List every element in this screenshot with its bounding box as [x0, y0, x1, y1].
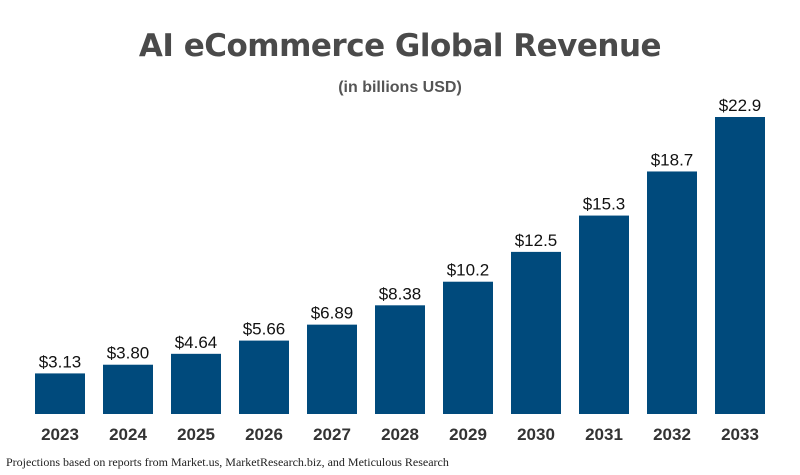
value-label-2030: $12.5	[515, 231, 558, 250]
chart-title: AI eCommerce Global Revenue	[138, 28, 662, 64]
x-tick-label-2026: 2026	[245, 425, 283, 444]
x-tick-label-2033: 2033	[721, 425, 759, 444]
x-tick-label-2031: 2031	[585, 425, 623, 444]
value-label-2027: $6.89	[311, 304, 354, 323]
x-tick-label-2030: 2030	[517, 425, 555, 444]
value-labels-group: $3.13 $3.80 $4.64 $5.66 $6.89 $8.38 $10.2 $12.5…	[39, 96, 762, 371]
bar-2026	[239, 340, 289, 414]
bar-2028	[375, 305, 425, 414]
bar-2030	[511, 251, 561, 414]
bar-2032	[647, 171, 697, 414]
x-tick-label-2024: 2024	[109, 425, 147, 444]
value-label-2031: $15.3	[583, 195, 626, 214]
value-label-2023: $3.13	[39, 352, 82, 371]
chart-subtitle: (in billions USD)	[338, 79, 462, 96]
value-label-2029: $10.2	[447, 261, 490, 280]
bars-group	[35, 117, 765, 414]
bar-2031	[579, 215, 629, 414]
bar-2024	[103, 364, 153, 414]
value-label-2025: $4.64	[175, 333, 218, 352]
source-footnote: Projections based on reports from Market…	[6, 455, 449, 469]
x-tick-label-2029: 2029	[449, 425, 487, 444]
x-tick-label-2025: 2025	[177, 425, 215, 444]
bar-2029	[443, 281, 493, 414]
bar-2025	[171, 353, 221, 414]
bar-2027	[307, 324, 357, 414]
x-tick-label-2023: 2023	[41, 425, 79, 444]
bar-2023	[35, 373, 85, 414]
x-tick-label-2027: 2027	[313, 425, 351, 444]
x-tick-label-2032: 2032	[653, 425, 691, 444]
value-label-2026: $5.66	[243, 320, 286, 339]
bar-2033	[715, 117, 765, 414]
value-label-2033: $22.9	[719, 96, 762, 115]
value-label-2032: $18.7	[651, 150, 694, 169]
value-label-2024: $3.80	[107, 344, 150, 363]
value-label-2028: $8.38	[379, 284, 422, 303]
x-tick-labels-group: 2023 2024 2025 2026 2027 2028 2029 2030 2031 2032…	[41, 425, 759, 444]
x-tick-label-2028: 2028	[381, 425, 419, 444]
